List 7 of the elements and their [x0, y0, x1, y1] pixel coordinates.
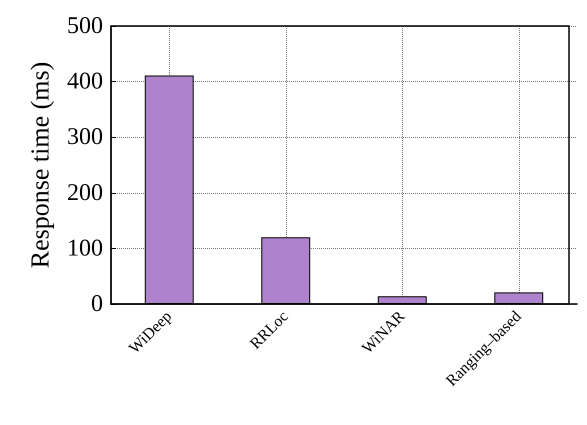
y-axis-title: Response time (ms) — [26, 62, 54, 268]
y-tick-label: 100 — [67, 235, 103, 262]
y-tick-label: 400 — [67, 68, 103, 95]
y-tick-label: 0 — [91, 291, 103, 317]
y-tick-label: 300 — [67, 124, 103, 150]
y-tick-label: 200 — [67, 180, 103, 206]
y-tick-label: 500 — [67, 13, 103, 39]
